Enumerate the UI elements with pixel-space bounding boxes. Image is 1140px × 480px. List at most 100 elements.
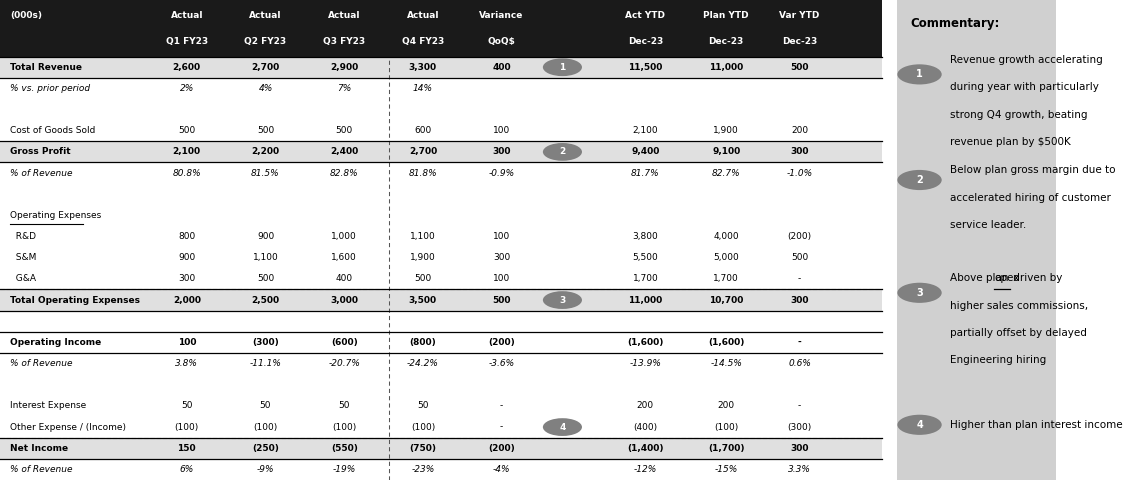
Text: (600): (600) [331, 338, 358, 347]
Text: 82.7%: 82.7% [711, 168, 741, 178]
Bar [0, 438, 881, 459]
Text: opex: opex [994, 274, 1019, 283]
Text: 500: 500 [790, 63, 809, 72]
Text: % of Revenue: % of Revenue [10, 359, 73, 368]
Text: (300): (300) [788, 422, 812, 432]
Text: (300): (300) [252, 338, 279, 347]
Text: -14.5%: -14.5% [710, 359, 742, 368]
Text: Actual: Actual [171, 11, 203, 20]
Text: 3.3%: 3.3% [788, 465, 812, 474]
Text: 1,000: 1,000 [332, 232, 357, 241]
Circle shape [897, 415, 942, 435]
Text: S&M: S&M [10, 253, 36, 262]
Text: Q2 FY23: Q2 FY23 [244, 37, 286, 47]
Text: -: - [500, 401, 503, 410]
Text: 150: 150 [178, 444, 196, 453]
Text: 300: 300 [492, 253, 511, 262]
Text: R&D: R&D [10, 232, 36, 241]
Text: (400): (400) [634, 422, 658, 432]
Text: 400: 400 [492, 63, 511, 72]
Text: 500: 500 [256, 275, 274, 283]
Text: 9,100: 9,100 [712, 147, 740, 156]
Circle shape [543, 418, 583, 436]
Text: 200: 200 [718, 401, 735, 410]
Text: 200: 200 [791, 126, 808, 135]
Text: 11,000: 11,000 [709, 63, 743, 72]
Text: 300: 300 [492, 147, 511, 156]
Text: during year with particularly: during year with particularly [950, 83, 1099, 92]
Text: 900: 900 [178, 253, 195, 262]
Text: Variance: Variance [480, 11, 523, 20]
Text: (000s): (000s) [10, 11, 42, 20]
Text: 500: 500 [178, 126, 195, 135]
Text: 900: 900 [256, 232, 274, 241]
Text: 1,900: 1,900 [714, 126, 739, 135]
Text: service leader.: service leader. [950, 220, 1026, 230]
Text: 2: 2 [917, 175, 923, 185]
Text: 600: 600 [414, 126, 432, 135]
Text: 3,000: 3,000 [331, 296, 358, 305]
Text: 100: 100 [492, 126, 511, 135]
Text: 500: 500 [256, 126, 274, 135]
Text: 2,100: 2,100 [633, 126, 658, 135]
Text: 400: 400 [335, 275, 352, 283]
Text: (200): (200) [488, 338, 515, 347]
Text: Revenue growth accelerating: Revenue growth accelerating [950, 55, 1102, 65]
Text: 800: 800 [178, 232, 195, 241]
Text: Net Income: Net Income [10, 444, 68, 453]
Text: -1.0%: -1.0% [787, 168, 813, 178]
Text: 500: 500 [414, 275, 432, 283]
Text: -3.6%: -3.6% [489, 359, 514, 368]
Text: higher sales commissions,: higher sales commissions, [950, 301, 1089, 311]
Text: (200): (200) [488, 444, 515, 453]
Text: (100): (100) [253, 422, 278, 432]
Text: -4%: -4% [492, 465, 511, 474]
Text: 200: 200 [637, 401, 654, 410]
Text: Var YTD: Var YTD [780, 11, 820, 20]
Text: 7%: 7% [337, 84, 351, 93]
Text: Actual: Actual [328, 11, 360, 20]
Text: % of Revenue: % of Revenue [10, 168, 73, 178]
Text: driven by: driven by [1010, 274, 1062, 283]
Text: 500: 500 [492, 296, 511, 305]
Text: (100): (100) [714, 422, 739, 432]
Circle shape [897, 64, 942, 84]
Text: Higher than plan interest income: Higher than plan interest income [950, 420, 1123, 430]
Text: 81.8%: 81.8% [408, 168, 438, 178]
Text: 3,300: 3,300 [409, 63, 437, 72]
Text: 2,700: 2,700 [252, 63, 279, 72]
Text: Total Revenue: Total Revenue [10, 63, 82, 72]
Circle shape [897, 170, 942, 190]
Bar [0, 289, 881, 311]
Text: (100): (100) [410, 422, 435, 432]
Text: 2: 2 [560, 147, 565, 156]
Text: 4,000: 4,000 [714, 232, 739, 241]
Text: 1: 1 [917, 70, 923, 79]
Text: 1: 1 [560, 63, 565, 72]
Text: 50: 50 [417, 401, 429, 410]
Text: partially offset by delayed: partially offset by delayed [950, 328, 1088, 338]
Text: Plan YTD: Plan YTD [703, 11, 749, 20]
Text: 300: 300 [178, 275, 195, 283]
Text: -: - [798, 275, 801, 283]
Text: -13.9%: -13.9% [629, 359, 661, 368]
Text: Operating Income: Operating Income [10, 338, 101, 347]
Text: 2%: 2% [180, 84, 194, 93]
Text: 11,500: 11,500 [628, 63, 662, 72]
Text: -19%: -19% [333, 465, 356, 474]
Text: (250): (250) [252, 444, 279, 453]
Text: revenue plan by $500K: revenue plan by $500K [950, 137, 1070, 147]
Text: 3: 3 [560, 296, 565, 305]
Text: Q1 FY23: Q1 FY23 [165, 37, 207, 47]
Text: 50: 50 [260, 401, 271, 410]
Text: Act YTD: Act YTD [626, 11, 666, 20]
Circle shape [897, 283, 942, 303]
Text: Above plan: Above plan [950, 274, 1012, 283]
Text: 300: 300 [790, 296, 809, 305]
Text: Operating Expenses: Operating Expenses [10, 211, 101, 220]
Text: 5,000: 5,000 [714, 253, 739, 262]
Text: (200): (200) [788, 232, 812, 241]
Text: (550): (550) [331, 444, 358, 453]
Text: -: - [798, 338, 801, 347]
Text: Actual: Actual [407, 11, 439, 20]
